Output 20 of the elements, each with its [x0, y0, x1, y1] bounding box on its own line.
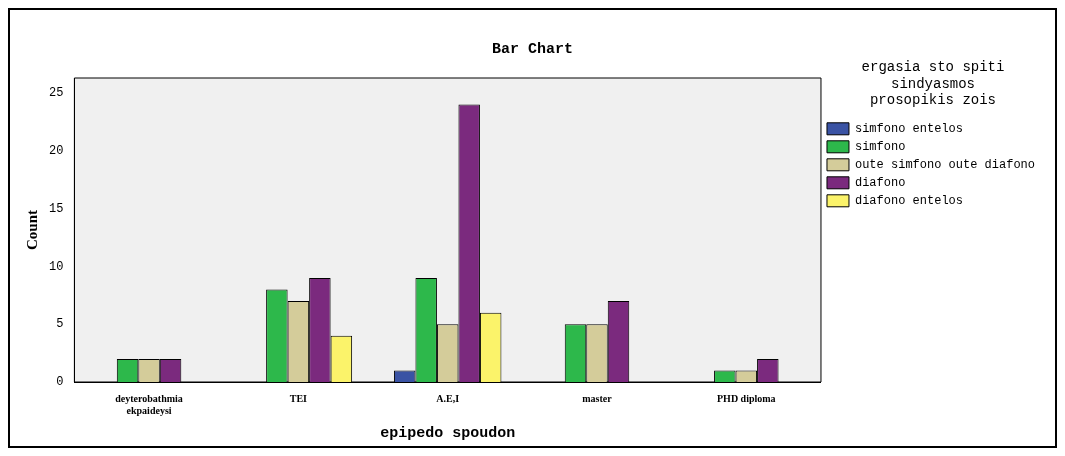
- legend-label: diafono: [854, 175, 906, 190]
- legend-label: diafono entelos: [854, 193, 963, 208]
- y-axis-title: Count: [23, 209, 40, 251]
- y-tick-label: 20: [49, 143, 64, 158]
- x-tick-label: PHD diploma: [717, 392, 776, 404]
- y-tick-label: 15: [49, 201, 64, 216]
- chart-title: Bar Chart: [491, 40, 574, 58]
- x-axis-title: epipedo spoudon: [380, 424, 516, 442]
- x-tick-label: A.E,I: [436, 392, 460, 404]
- legend-label: simfono: [854, 139, 906, 154]
- x-tick-label: TEI: [289, 392, 308, 404]
- y-tick-label: 0: [56, 375, 64, 390]
- x-tick-label: deyterobathmia ekpaideysi: [115, 392, 183, 416]
- y-tick-label: 25: [49, 86, 64, 101]
- legend-label: oute simfono oute diafono: [854, 157, 1035, 172]
- legend-title: ergasia sto spiti sindyasmos prosopikis zois: [861, 58, 1005, 109]
- y-tick-label: 10: [49, 259, 64, 274]
- y-tick-label: 5: [56, 317, 64, 332]
- x-tick-label: master: [582, 392, 613, 404]
- legend-label: simfono entelos: [854, 121, 963, 136]
